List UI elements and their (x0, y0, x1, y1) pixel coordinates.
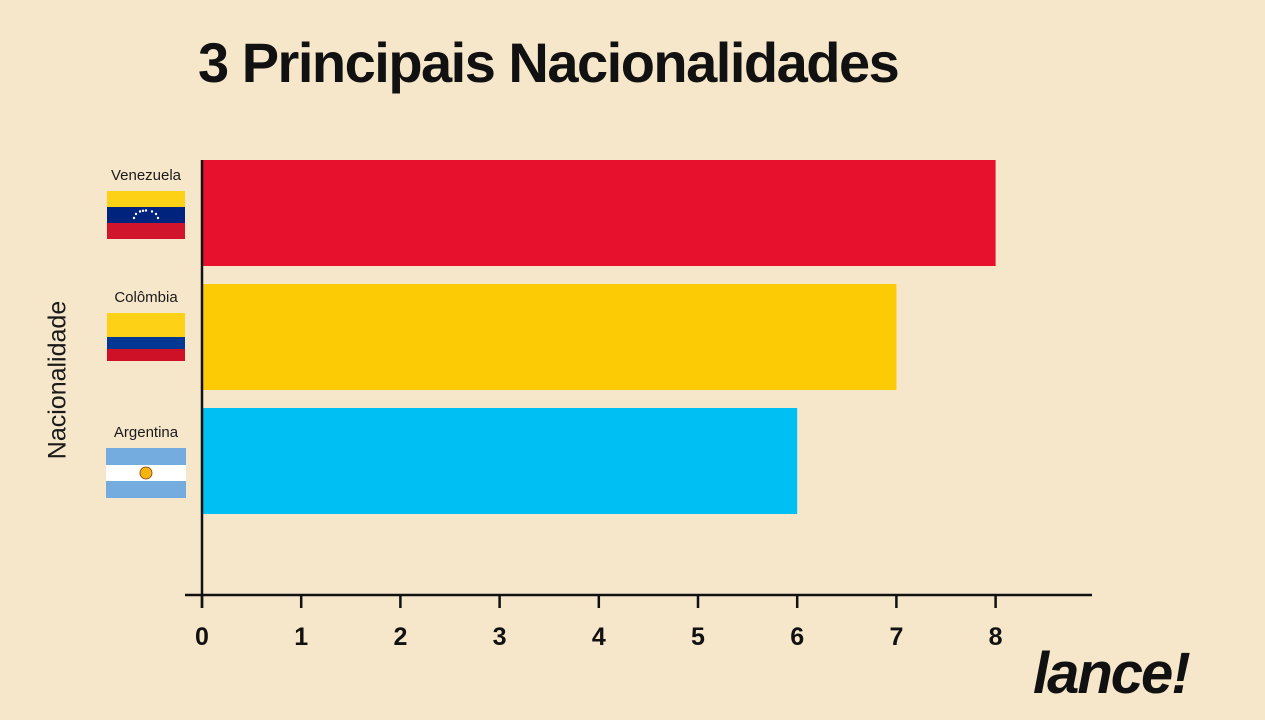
category-label: Venezuela (110, 167, 182, 184)
bar-colômbia (202, 284, 897, 390)
page-title: 3 Principais Nacionalidades (198, 31, 900, 94)
x-tick-label: 0 (195, 623, 209, 651)
x-tick-label: 2 (393, 623, 407, 651)
bar-venezuela (202, 160, 996, 266)
category-label: Argentina (113, 424, 179, 441)
x-tick-label: 3 (493, 623, 507, 651)
bar-argentina (202, 408, 798, 514)
lance-logo: lance! (1033, 641, 1191, 706)
x-tick-label: 7 (889, 623, 903, 651)
argentina-flag-icon (106, 448, 186, 498)
x-tick-label: 8 (989, 623, 1003, 651)
colombia-flag-icon (107, 313, 185, 361)
x-tick-label: 1 (294, 623, 308, 651)
x-tick-label: 4 (592, 623, 606, 651)
x-tick-label: 6 (790, 623, 804, 651)
venezuela-flag-icon (107, 191, 185, 239)
category-label: Colômbia (114, 289, 178, 306)
x-tick-label: 5 (691, 623, 705, 651)
